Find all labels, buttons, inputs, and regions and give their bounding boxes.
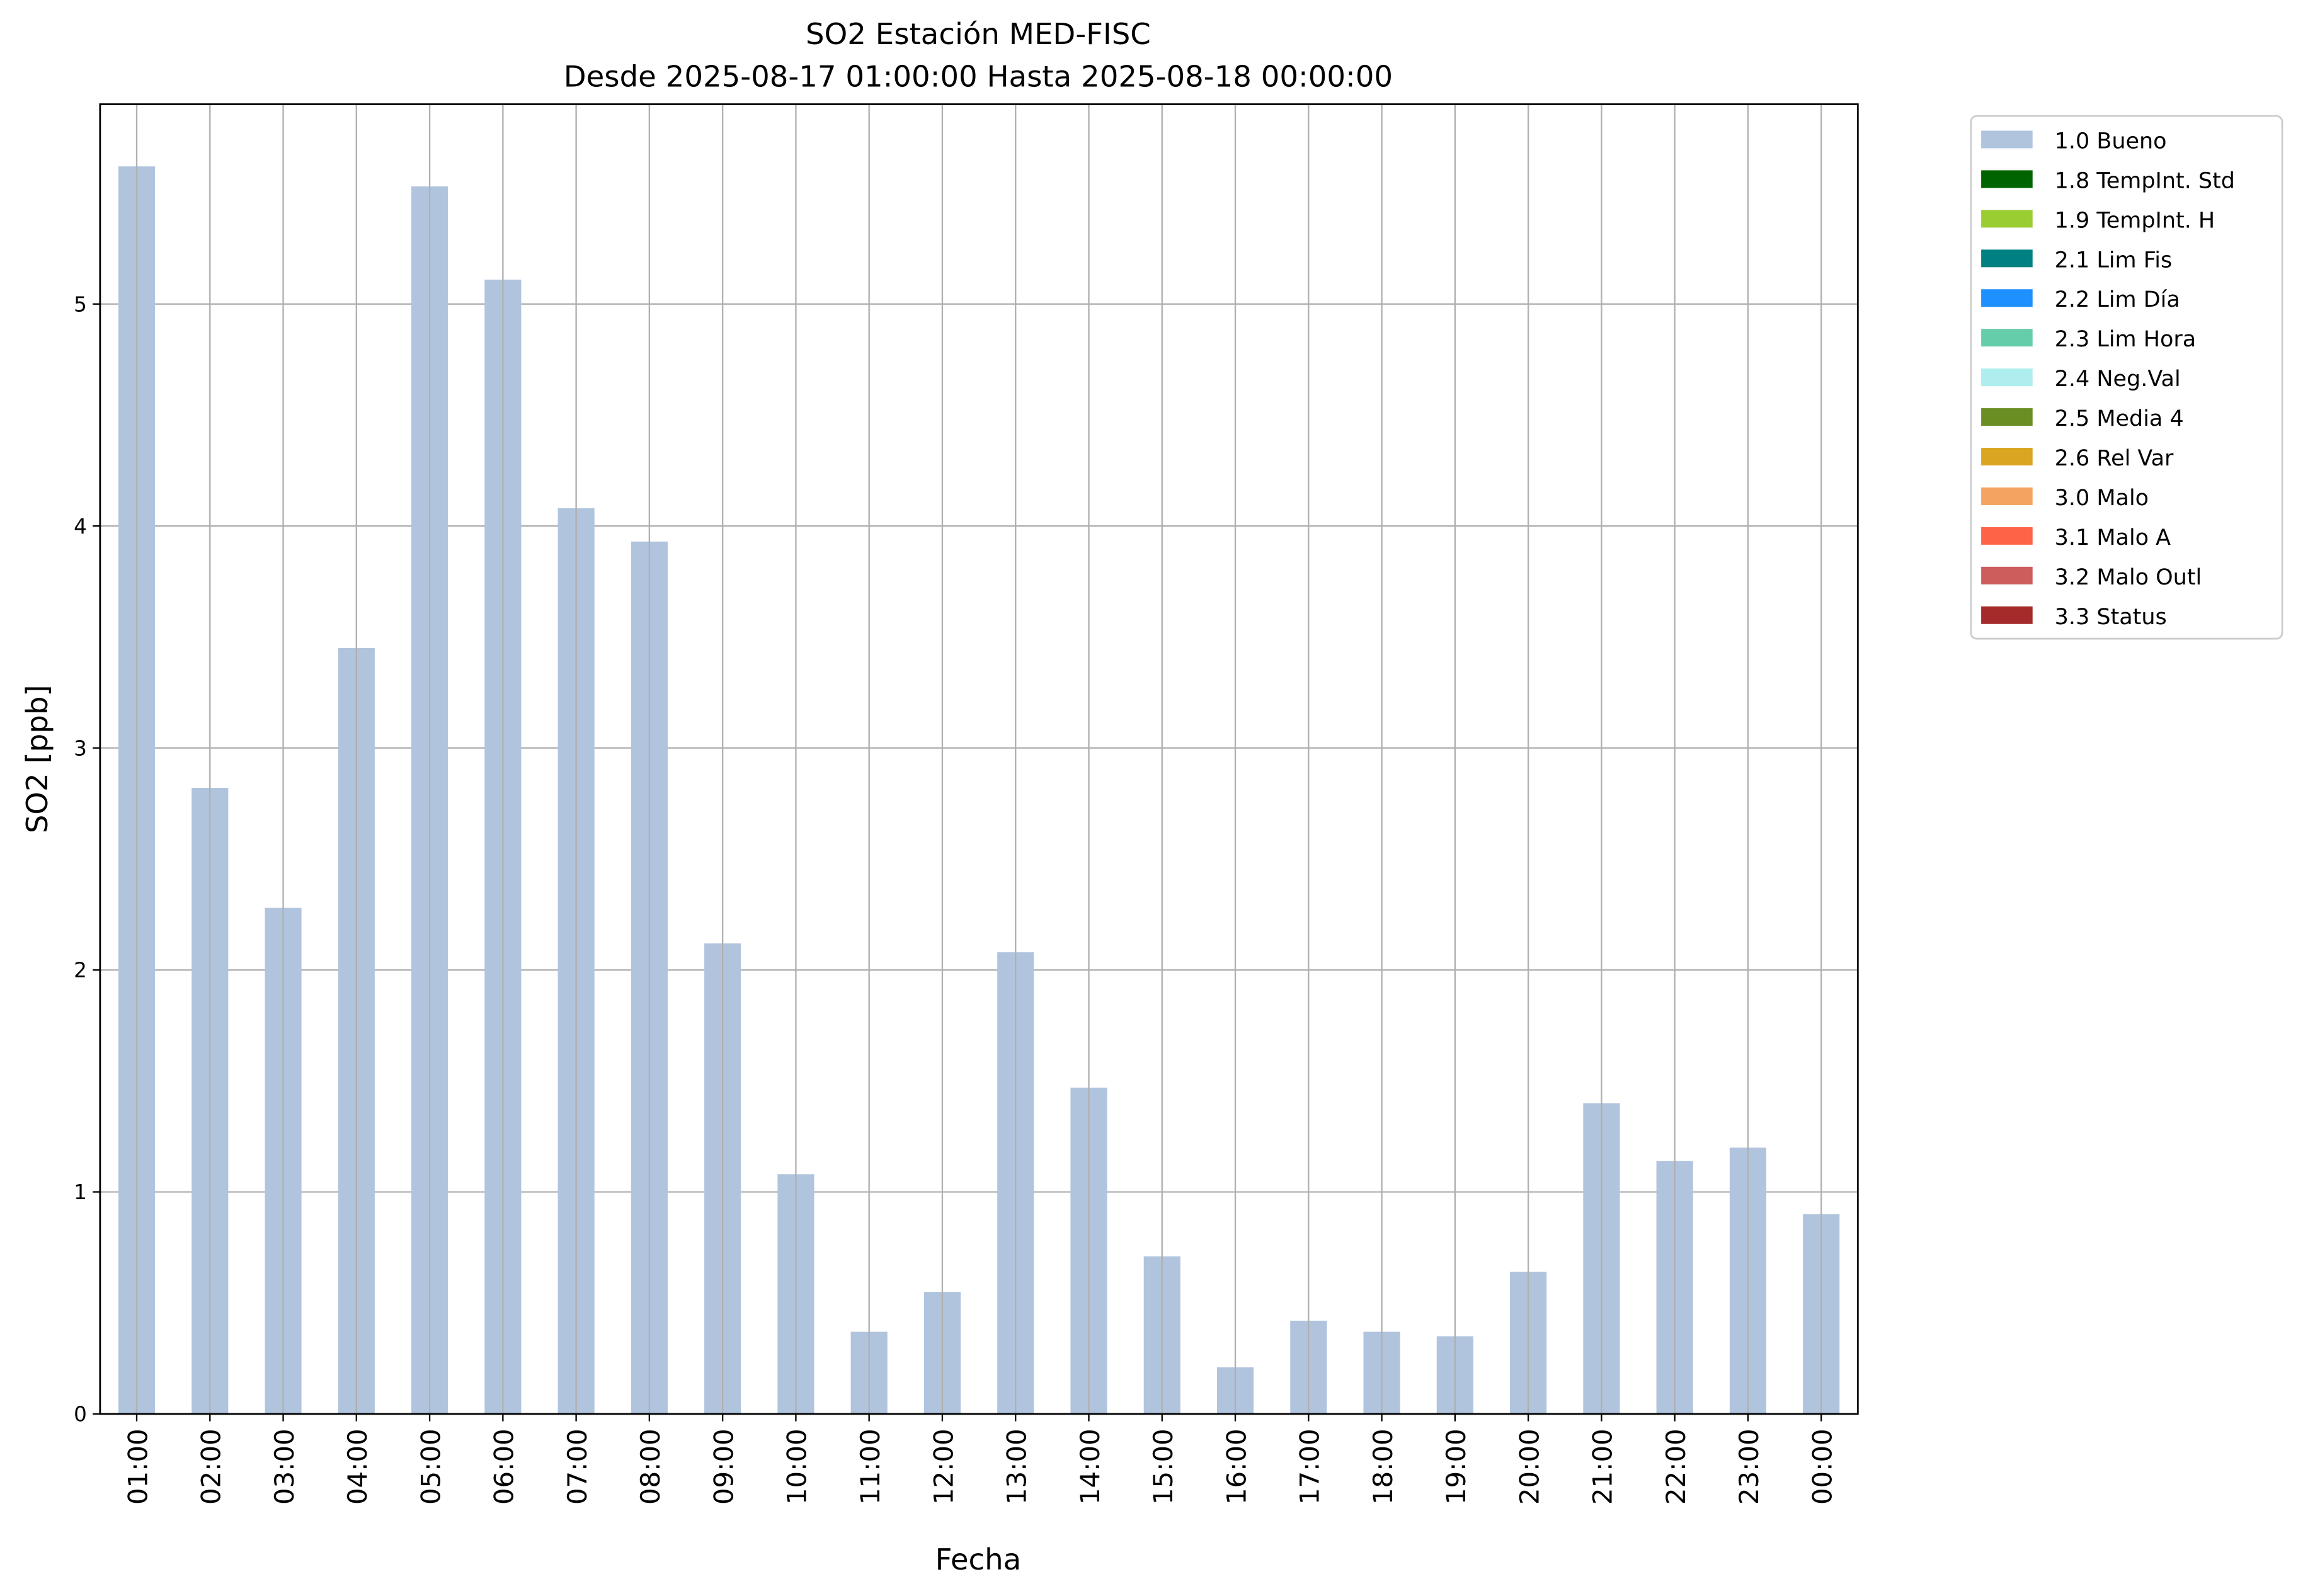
chart-subtitle: Desde 2025-08-17 01:00:00 Hasta 2025-08-…: [564, 60, 1393, 94]
x-axis-label: Fecha: [935, 1542, 1022, 1576]
x-axis-ticks: 01:00 02:00 03:00 04:00 05:00 06:00 07:00 08:00…: [122, 1413, 1837, 1505]
x-tick-label: 20:00: [1514, 1428, 1545, 1505]
y-tick-label: 5: [74, 292, 87, 316]
x-tick-label: 21:00: [1587, 1428, 1618, 1505]
legend-swatch: [1981, 249, 2033, 268]
legend-swatch: [1981, 566, 2033, 584]
x-tick-label: 01:00: [122, 1428, 153, 1505]
legend-swatch: [1981, 487, 2033, 505]
y-axis-ticks: 0 1 2 3 4 5: [74, 292, 100, 1427]
x-tick-label: 22:00: [1660, 1428, 1691, 1505]
x-tick-label: 17:00: [1294, 1428, 1325, 1505]
legend-swatch: [1981, 408, 2033, 426]
x-tick-label: 14:00: [1075, 1428, 1106, 1505]
legend-swatch: [1981, 527, 2033, 545]
y-tick-label: 0: [74, 1403, 87, 1427]
x-tick-label: 02:00: [196, 1428, 227, 1505]
legend-label: 2.2 Lim Día: [2055, 287, 2180, 312]
legend-swatch: [1981, 368, 2033, 387]
legend-label: 2.1 Lim Fis: [2055, 248, 2173, 273]
x-tick-label: 07:00: [562, 1428, 593, 1505]
x-tick-label: 10:00: [782, 1428, 813, 1505]
legend: 1.0 Bueno 1.8 TempInt. Std 1.9 TempInt. H 2…: [1970, 115, 2283, 640]
x-tick-label: 06:00: [489, 1428, 520, 1505]
y-tick-label: 4: [74, 515, 87, 539]
legend-label: 2.4 Neg.Val: [2055, 367, 2181, 392]
x-tick-label: 19:00: [1441, 1428, 1472, 1505]
y-tick-label: 2: [74, 959, 87, 983]
x-tick-label: 12:00: [928, 1428, 959, 1505]
x-tick-label: 04:00: [342, 1428, 373, 1505]
x-tick-label: 16:00: [1221, 1428, 1252, 1505]
legend-frame: [1970, 115, 2283, 640]
legend-swatch: [1981, 448, 2033, 465]
x-tick-label: 23:00: [1734, 1428, 1764, 1505]
bars: [118, 166, 1840, 1414]
y-tick-label: 3: [74, 736, 87, 760]
chart-title: SO2 Estación MED-FISC: [806, 17, 1151, 51]
legend-label: 3.1 Malo A: [2055, 525, 2171, 550]
y-tick-label: 1: [74, 1180, 87, 1204]
x-tick-label: 05:00: [415, 1428, 446, 1505]
x-tick-label: 00:00: [1807, 1428, 1837, 1505]
x-tick-label: 08:00: [635, 1428, 666, 1505]
x-tick-label: 15:00: [1148, 1428, 1179, 1505]
x-tick-label: 11:00: [855, 1428, 886, 1505]
x-tick-label: 03:00: [269, 1428, 300, 1505]
x-tick-label: 18:00: [1368, 1428, 1398, 1505]
plot-frame: [99, 103, 1859, 1415]
legend-swatch: [1981, 210, 2033, 228]
legend-swatch: [1981, 130, 2033, 149]
legend-swatch: [1981, 606, 2033, 624]
grid-vertical: [135, 104, 1822, 1414]
legend-label: 3.2 Malo Outl: [2055, 565, 2202, 590]
legend-label: 2.3 Lim Hora: [2055, 327, 2196, 352]
x-tick-label: 13:00: [1002, 1428, 1032, 1505]
legend-swatch: [1981, 329, 2033, 347]
x-tick-label: 09:00: [708, 1428, 739, 1505]
legend-swatch: [1981, 289, 2033, 307]
legend-label: 1.8 TempInt. Std: [2055, 168, 2235, 193]
legend-swatch: [1981, 170, 2033, 188]
legend-label: 3.3 Status: [2055, 605, 2167, 630]
legend-label: 2.5 Media 4: [2055, 406, 2184, 431]
legend-label: 3.0 Malo: [2055, 486, 2149, 511]
legend-label: 1.9 TempInt. H: [2055, 208, 2215, 233]
y-axis-label: SO2 [ppb]: [20, 685, 54, 833]
legend-label: 2.6 Rel Var: [2055, 446, 2174, 471]
legend-label: 1.0 Bueno: [2055, 128, 2167, 154]
